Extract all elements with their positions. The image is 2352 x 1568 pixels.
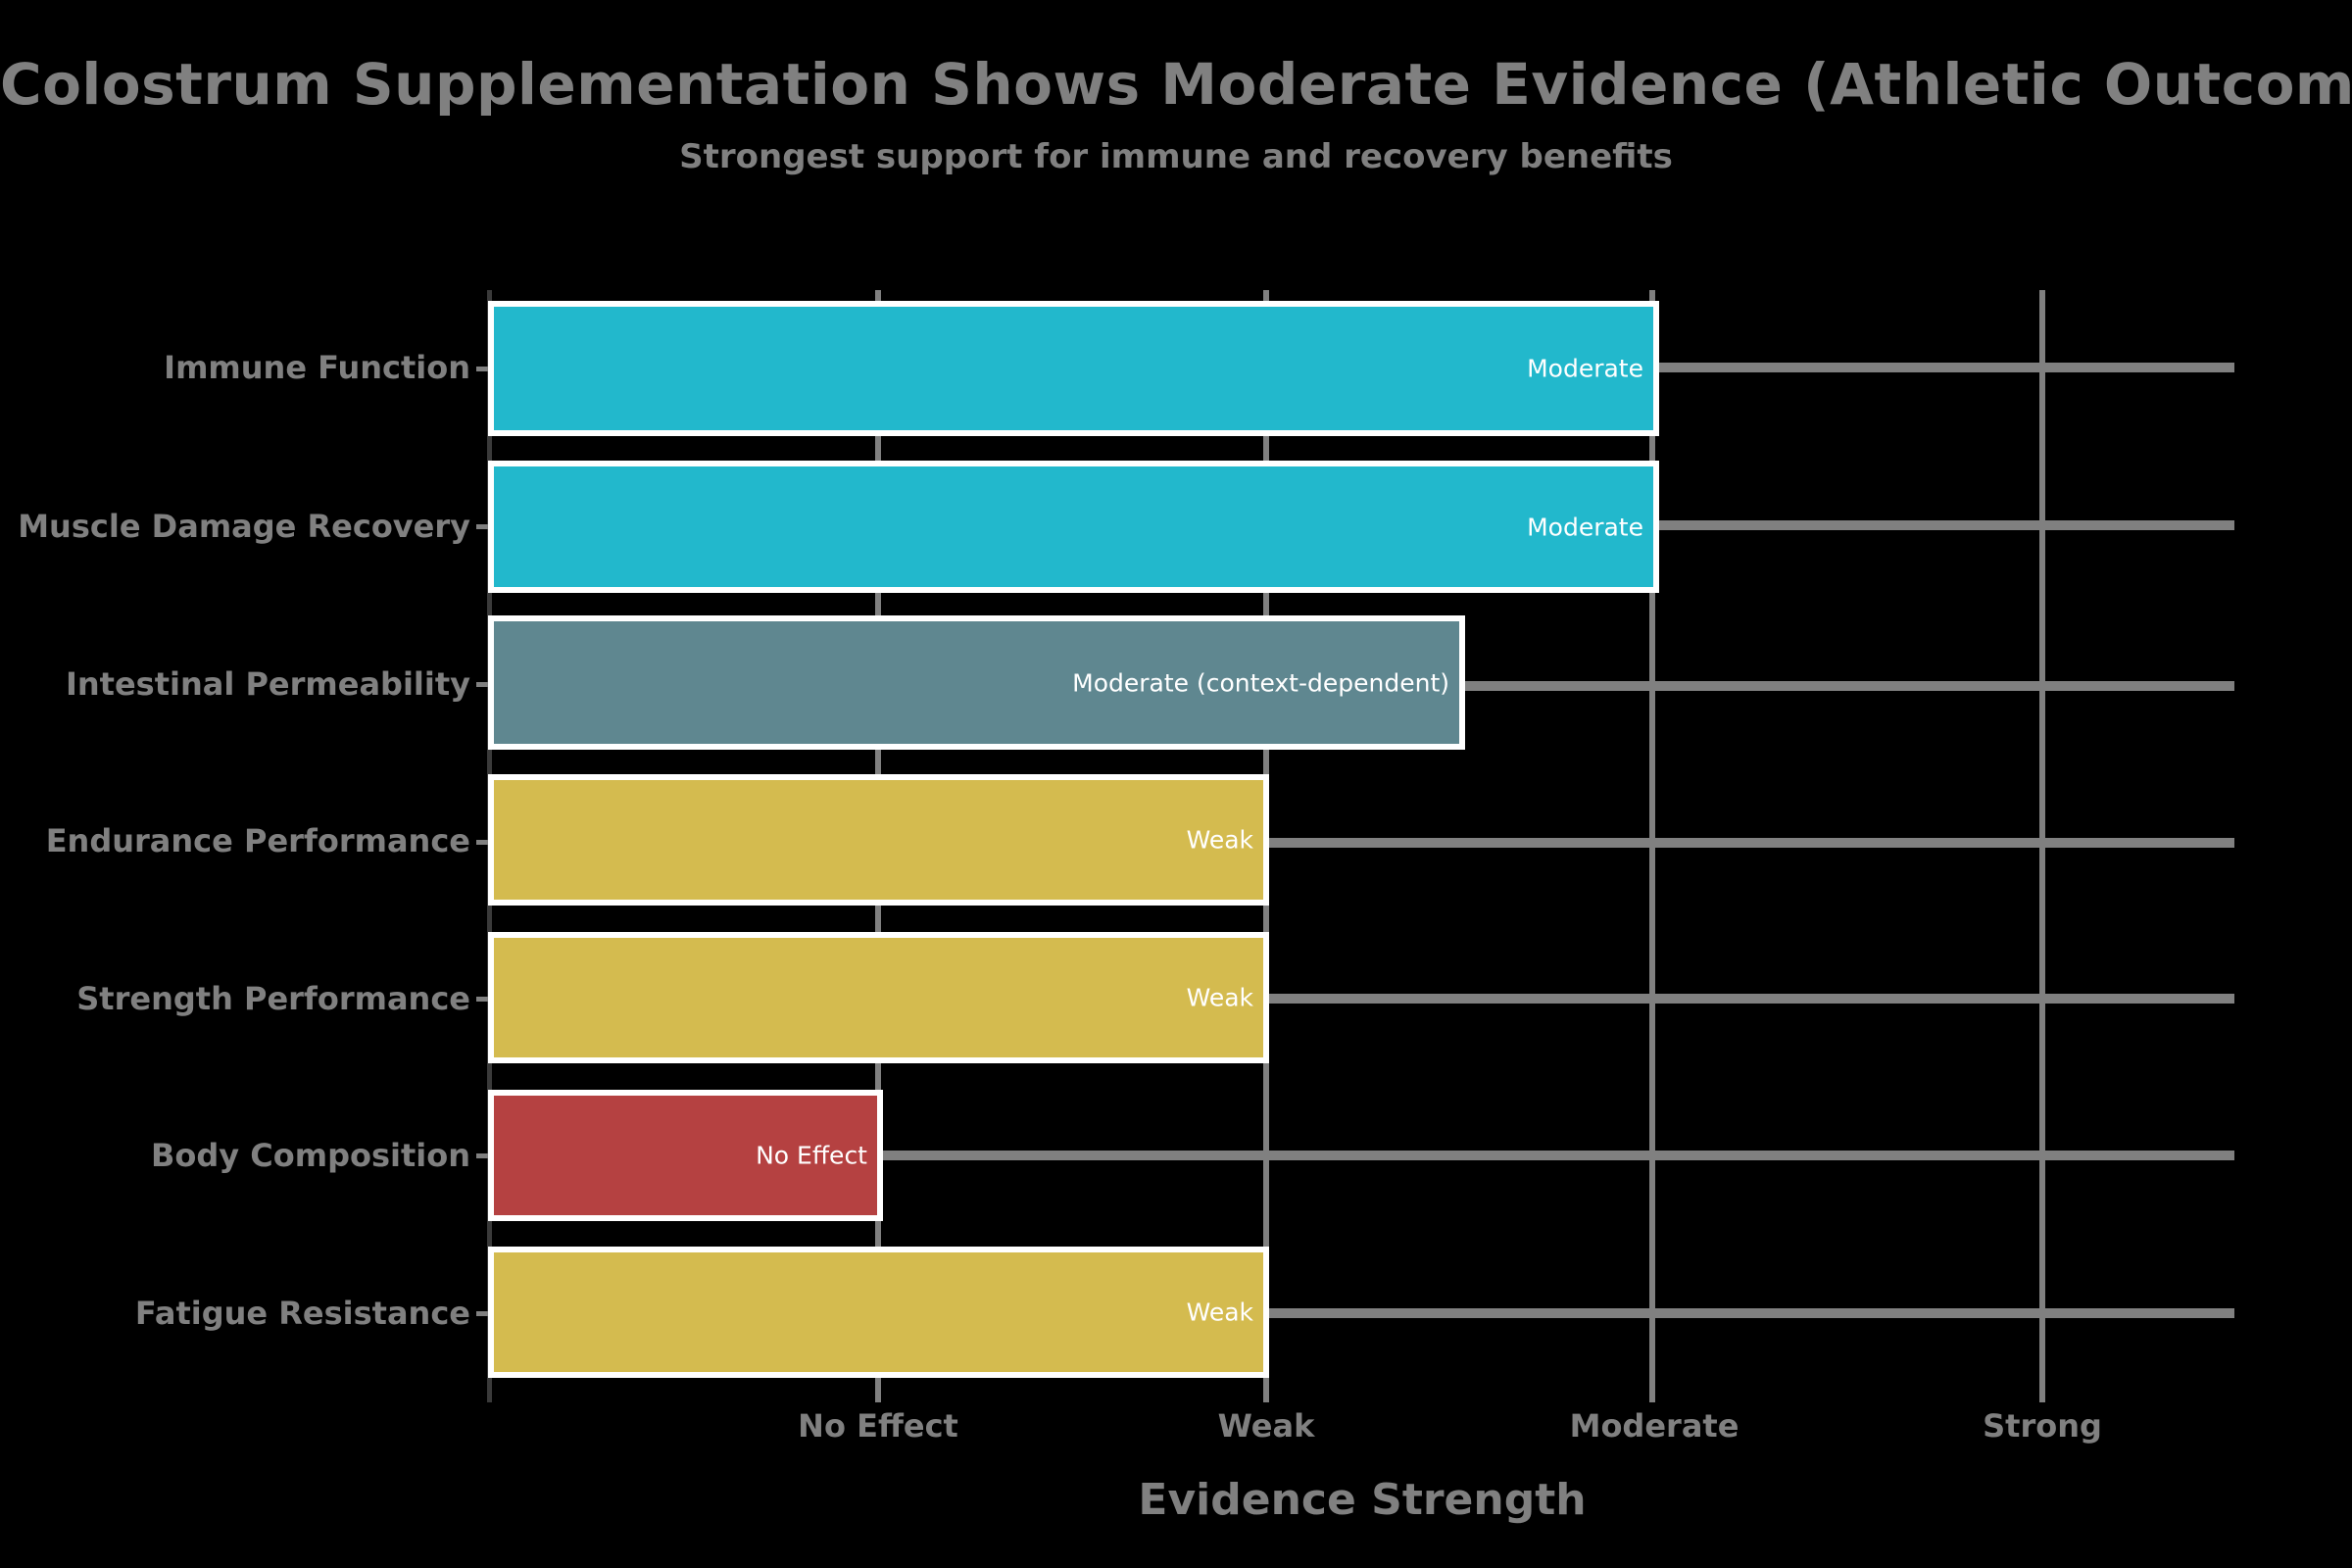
row-guide-line	[1264, 1308, 2234, 1318]
x-tick-no-effect: No Effect	[798, 1407, 958, 1445]
x-tick-weak: Weak	[1217, 1407, 1315, 1445]
y-label-strength-performance: Strength Performance	[76, 980, 470, 1017]
x-axis-title: Evidence Strength	[1138, 1475, 1587, 1525]
chart-title: Colostrum Supplementation Shows Moderate…	[0, 51, 2352, 118]
y-label-immune-function: Immune Function	[164, 349, 470, 386]
y-tick	[476, 524, 488, 529]
bar-body-composition: No Effect	[488, 1090, 883, 1221]
bar-immune-function: Moderate	[488, 301, 1659, 436]
bar-endurance-performance: Weak	[488, 774, 1269, 906]
row-guide-line	[1656, 520, 2234, 530]
bar-value-label: Moderate (context-dependent)	[1072, 668, 1449, 697]
y-tick	[476, 1153, 488, 1158]
y-label-body-composition: Body Composition	[150, 1137, 470, 1174]
bar-strength-performance: Weak	[488, 932, 1269, 1063]
y-tick	[476, 1311, 488, 1316]
y-label-fatigue-resistance: Fatigue Resistance	[134, 1295, 470, 1332]
bar-value-label: Moderate	[1527, 354, 1643, 383]
y-tick	[476, 997, 488, 1002]
y-label-intestinal-permeability: Intestinal Permeability	[65, 665, 470, 703]
bar-value-label: Weak	[1186, 983, 1253, 1012]
bar-value-label: Weak	[1186, 1298, 1253, 1327]
y-tick	[476, 682, 488, 687]
bar-intestinal-permeability: Moderate (context-dependent)	[488, 615, 1465, 750]
x-tick-moderate: Moderate	[1569, 1407, 1740, 1445]
y-tick	[476, 367, 488, 371]
bar-value-label: Weak	[1186, 825, 1253, 855]
y-label-muscle-damage-recovery: Muscle Damage Recovery	[18, 508, 470, 545]
bar-muscle-damage-recovery: Moderate	[488, 461, 1659, 593]
row-guide-line	[1656, 363, 2234, 372]
row-guide-line	[878, 1151, 2234, 1160]
y-tick	[476, 840, 488, 845]
x-tick-strong: Strong	[1983, 1407, 2102, 1445]
row-guide-line	[1264, 838, 2234, 848]
chart-subtitle: Strongest support for immune and recover…	[679, 137, 1673, 176]
row-guide-line	[1264, 994, 2234, 1004]
bar-value-label: No Effect	[756, 1141, 867, 1170]
bar-value-label: Moderate	[1527, 513, 1643, 541]
y-label-endurance-performance: Endurance Performance	[45, 822, 470, 859]
bar-fatigue-resistance: Weak	[488, 1247, 1269, 1378]
row-guide-line	[1460, 681, 2234, 691]
